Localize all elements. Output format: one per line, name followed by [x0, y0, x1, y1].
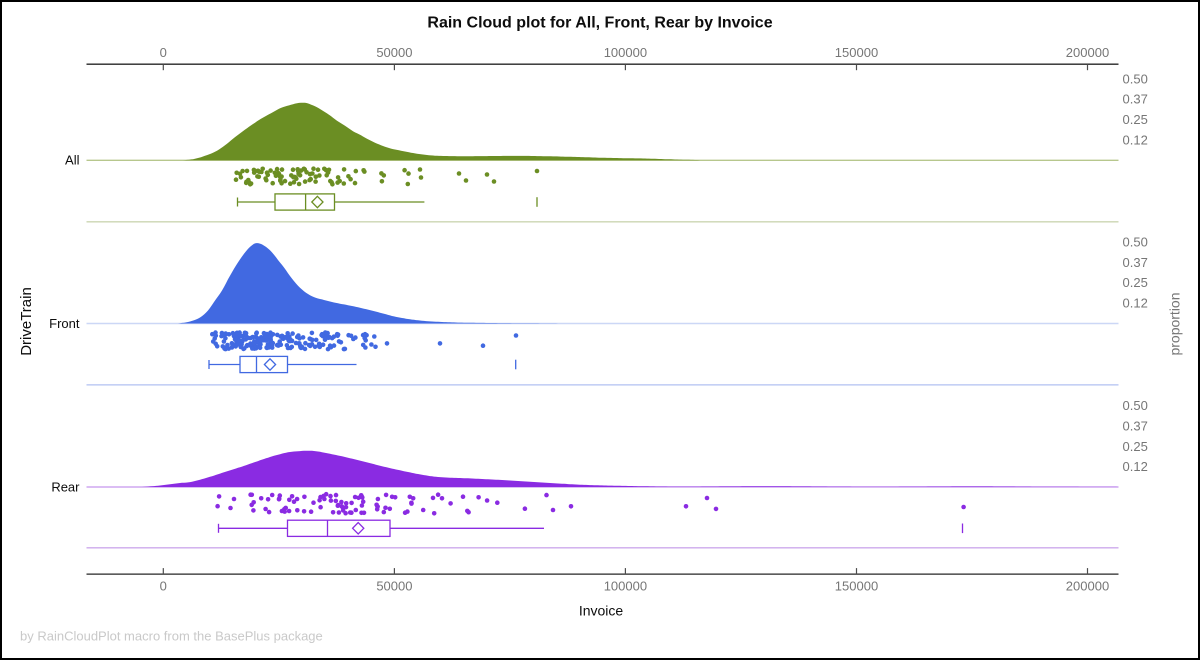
- svg-text:200000: 200000: [1066, 45, 1109, 60]
- svg-text:Front: Front: [49, 316, 80, 331]
- svg-text:0.12: 0.12: [1123, 296, 1148, 311]
- svg-text:Invoice: Invoice: [579, 603, 624, 619]
- svg-text:0: 0: [160, 579, 167, 594]
- svg-text:proportion: proportion: [1167, 292, 1183, 355]
- svg-text:100000: 100000: [604, 45, 647, 60]
- svg-text:0.25: 0.25: [1123, 112, 1148, 127]
- svg-text:Rain Cloud plot for All, Front: Rain Cloud plot for All, Front, Rear by …: [427, 15, 772, 32]
- svg-text:All: All: [65, 153, 80, 168]
- svg-text:0: 0: [160, 45, 167, 60]
- svg-text:Rear: Rear: [51, 479, 80, 494]
- svg-text:0.37: 0.37: [1123, 418, 1148, 433]
- svg-text:0.12: 0.12: [1123, 132, 1148, 147]
- svg-text:100000: 100000: [604, 579, 647, 594]
- svg-text:0.25: 0.25: [1123, 275, 1148, 290]
- svg-text:DriveTrain: DriveTrain: [18, 287, 35, 356]
- svg-text:0.12: 0.12: [1123, 459, 1148, 474]
- svg-text:0.25: 0.25: [1123, 439, 1148, 454]
- svg-text:by RainCloudPlot macro from th: by RainCloudPlot macro from the BasePlus…: [20, 629, 323, 644]
- svg-text:150000: 150000: [835, 579, 878, 594]
- svg-text:150000: 150000: [835, 45, 878, 60]
- svg-text:50000: 50000: [376, 45, 412, 60]
- svg-text:200000: 200000: [1066, 579, 1109, 594]
- svg-text:0.50: 0.50: [1123, 71, 1148, 86]
- svg-text:50000: 50000: [376, 579, 412, 594]
- svg-text:0.37: 0.37: [1123, 92, 1148, 107]
- svg-text:0.50: 0.50: [1123, 398, 1148, 413]
- svg-text:0.50: 0.50: [1123, 235, 1148, 250]
- svg-text:0.37: 0.37: [1123, 255, 1148, 270]
